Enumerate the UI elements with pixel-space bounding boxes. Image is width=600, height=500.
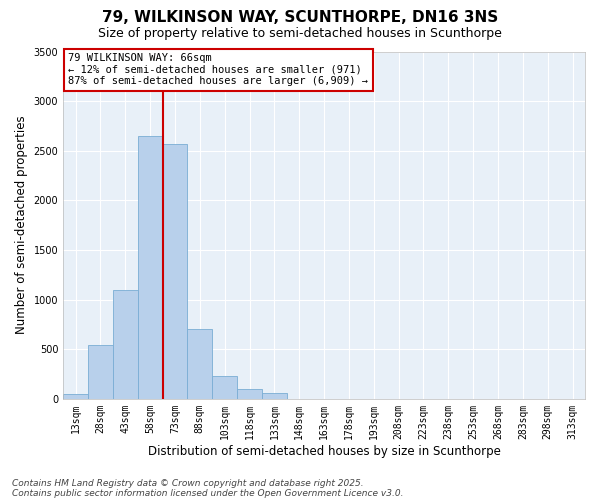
Bar (113, 290, 138, 399)
Text: 79 WILKINSON WAY: 66sqm
← 12% of semi-detached houses are smaller (971)
87% of s: 79 WILKINSON WAY: 66sqm ← 12% of semi-de… (68, 53, 368, 86)
Text: 79, WILKINSON WAY, SCUNTHORPE, DN16 3NS: 79, WILKINSON WAY, SCUNTHORPE, DN16 3NS (102, 10, 498, 25)
Bar (262, 393, 287, 399)
Bar (187, 330, 212, 399)
Bar (212, 376, 237, 399)
Bar (138, 136, 163, 399)
Text: Size of property relative to semi-detached houses in Scunthorpe: Size of property relative to semi-detach… (98, 28, 502, 40)
X-axis label: Distribution of semi-detached houses by size in Scunthorpe: Distribution of semi-detached houses by … (148, 444, 500, 458)
Bar (163, 144, 187, 399)
Bar (63, 394, 88, 399)
Text: Contains HM Land Registry data © Crown copyright and database right 2025.: Contains HM Land Registry data © Crown c… (12, 478, 364, 488)
Bar (237, 389, 262, 399)
Text: Contains public sector information licensed under the Open Government Licence v3: Contains public sector information licen… (12, 488, 404, 498)
Y-axis label: Number of semi-detached properties: Number of semi-detached properties (15, 116, 28, 334)
Bar (88, 345, 113, 399)
